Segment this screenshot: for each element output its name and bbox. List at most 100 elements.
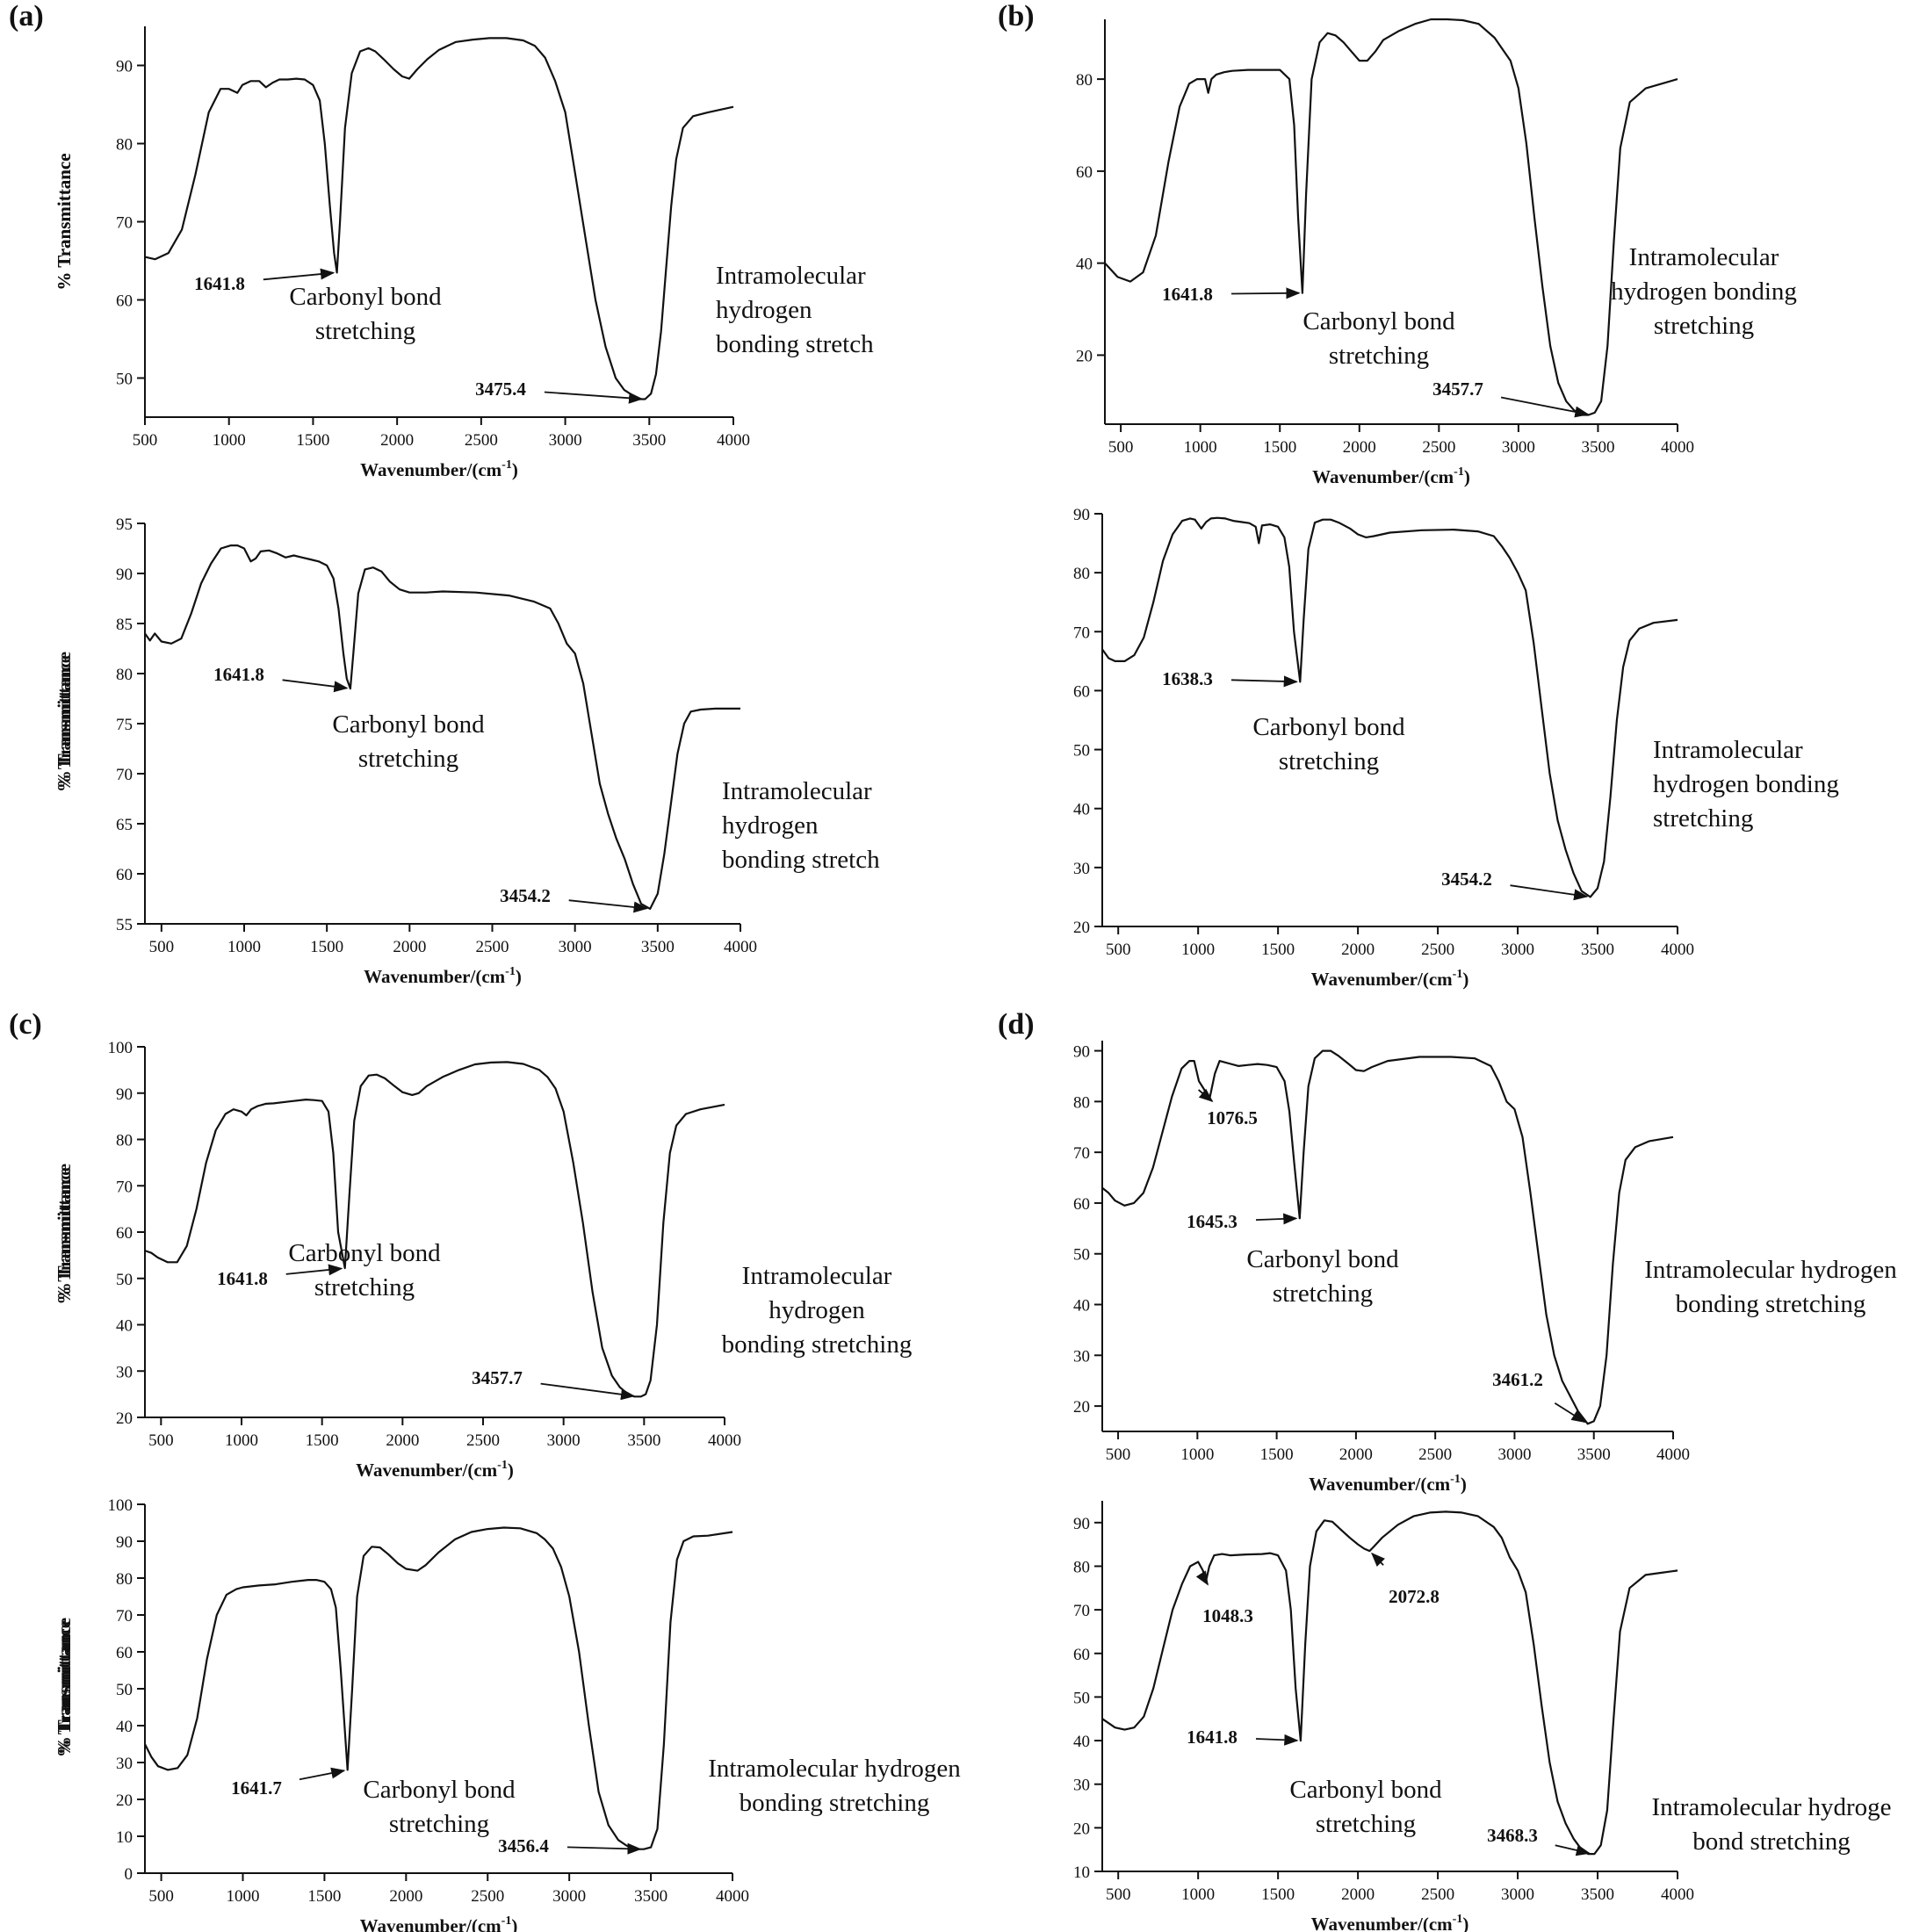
peak-label: 1641.8 xyxy=(1187,1727,1238,1748)
y-tick-label: 20 xyxy=(1073,1398,1090,1417)
carbonyl-label: Carbonyl bond stretching xyxy=(1252,713,1405,775)
peak-label: 3457.7 xyxy=(1432,378,1483,400)
panel-label-c: (c) xyxy=(9,1008,42,1041)
y-tick-label: 95 xyxy=(116,515,133,534)
peak-label: 2072.8 xyxy=(1389,1586,1440,1607)
x-tick-label: 3000 xyxy=(1502,438,1535,457)
y-tick-label: 90 xyxy=(116,566,133,584)
y-tick-label: 80 xyxy=(1076,71,1093,90)
y-tick-label: 40 xyxy=(116,1718,133,1736)
y-tick-label: 50 xyxy=(1073,742,1090,761)
y-tick-label: 80 xyxy=(116,136,133,155)
y-axis-title: % Transmittance xyxy=(54,153,75,290)
y-tick-label: 80 xyxy=(116,1132,133,1150)
y-tick-label: 50 xyxy=(1073,1246,1090,1265)
ftir-chart-2: 500 1000 1500 2000 2500 3000 3500 4000 20 40 60 80 W… xyxy=(54,18,1797,487)
y-tick-label: 20 xyxy=(1073,1820,1090,1838)
y-tick-label: 85 xyxy=(116,616,133,634)
y-axis-title: % Transmittance xyxy=(54,652,75,789)
y-tick-label: 60 xyxy=(1073,1195,1090,1214)
x-tick-label: 500 xyxy=(1106,1445,1131,1464)
y-tick-label: 80 xyxy=(1073,1558,1090,1576)
peak-label: 1641.7 xyxy=(231,1777,282,1799)
x-tick-label: 1500 xyxy=(307,1887,341,1906)
peak-arrow xyxy=(540,1382,636,1401)
peak-arrow xyxy=(1230,675,1298,688)
y-tick-label: 80 xyxy=(1073,565,1090,583)
y-tick-label: 40 xyxy=(1076,256,1093,274)
peak-arrow xyxy=(1230,287,1301,299)
spectrum-line xyxy=(144,1061,725,1398)
x-tick-label: 4000 xyxy=(1661,438,1694,457)
peak-arrow xyxy=(1510,884,1589,901)
x-tick-label: 3000 xyxy=(552,1887,586,1906)
x-tick-label: 4000 xyxy=(717,431,750,450)
y-tick-label: 75 xyxy=(116,716,133,734)
y-tick-label: 90 xyxy=(116,58,133,76)
y-tick-label: 55 xyxy=(116,916,133,934)
y-tick-label: 50 xyxy=(116,1681,133,1699)
hydrogen-bonding-label: Intramolecular hydrogen bonding stretch xyxy=(722,777,880,874)
x-tick-label: 2000 xyxy=(1341,941,1375,959)
x-tick-label: 2500 xyxy=(1418,1445,1452,1464)
carbonyl-label: Carbonyl bond stretching xyxy=(1246,1245,1399,1308)
hydrogen-bonding-label: Intramolecular hydrogen bonding stretching xyxy=(722,1262,913,1359)
y-tick-label: 30 xyxy=(1073,1347,1090,1366)
x-tick-label: 1500 xyxy=(296,431,329,450)
peak-arrow xyxy=(285,1264,343,1276)
x-tick-label: 2500 xyxy=(466,1431,500,1450)
x-tick-label: 500 xyxy=(133,431,158,450)
x-axis-title: Wavenumber/(cm-1) xyxy=(364,965,522,987)
x-axis-title: Wavenumber/(cm-1) xyxy=(1311,968,1469,990)
peak-arrow xyxy=(1554,1402,1586,1424)
y-tick-label: 90 xyxy=(1073,506,1090,524)
y-tick-label: 60 xyxy=(116,292,133,311)
peak-arrow xyxy=(544,391,644,404)
peak-label: 1076.5 xyxy=(1207,1107,1258,1128)
peak-label: 1641.8 xyxy=(213,664,264,685)
x-tick-label: 2000 xyxy=(386,1431,419,1450)
y-tick-label: 30 xyxy=(1073,1777,1090,1795)
x-tick-label: 1000 xyxy=(1181,941,1215,959)
x-tick-label: 500 xyxy=(148,1887,174,1906)
peak-label: 1048.3 xyxy=(1202,1605,1253,1626)
peak-label: 3454.2 xyxy=(500,885,551,906)
hydrogen-bonding-label: Intramolecular hydrogen bonding stretchin… xyxy=(1644,1256,1897,1318)
y-axis-title: % Transmittance xyxy=(54,153,75,290)
x-tick-label: 3000 xyxy=(1501,941,1534,959)
y-tick-label: 65 xyxy=(116,816,133,834)
y-tick-label: 70 xyxy=(1073,1144,1090,1163)
ftir-chart-3: 500 1000 1500 2000 2500 3000 3500 4000 55 60 65 70 7… xyxy=(54,515,880,987)
carbonyl-label: Carbonyl bond stretching xyxy=(1289,1776,1442,1838)
y-tick-label: 20 xyxy=(1076,347,1093,365)
x-tick-label: 1000 xyxy=(1184,438,1217,457)
hydrogen-bonding-label: Intramolecular hydrogen bonding stretching xyxy=(1611,243,1797,340)
y-tick-label: 80 xyxy=(116,1570,133,1589)
peak-label: 1641.8 xyxy=(1162,284,1213,305)
carbonyl-label: Carbonyl bond stretching xyxy=(1302,307,1455,370)
x-axis-title: Wavenumber/(cm-1) xyxy=(360,458,518,480)
x-tick-label: 4000 xyxy=(724,938,757,956)
y-tick-label: 80 xyxy=(116,666,133,684)
y-tick-label: 20 xyxy=(116,1409,133,1428)
peak-arrow xyxy=(1195,1570,1209,1586)
x-tick-label: 1500 xyxy=(1263,438,1296,457)
hydrogen-bonding-label: Intramolecular hydrogen bonding stretchin… xyxy=(708,1755,961,1817)
y-tick-label: 40 xyxy=(116,1317,133,1336)
x-tick-label: 1000 xyxy=(225,1431,258,1450)
x-axis-title: Wavenumber/(cm-1) xyxy=(360,1914,518,1932)
y-tick-label: 40 xyxy=(1073,1297,1090,1316)
x-axis-title: Wavenumber/(cm-1) xyxy=(1311,1913,1469,1932)
peak-label: 1641.8 xyxy=(194,273,245,294)
x-tick-label: 3000 xyxy=(549,431,582,450)
ftir-chart-5: 500 1000 1500 2000 2500 3000 3500 4000 20 30 40 50 6… xyxy=(54,1039,912,1481)
ftir-chart-8: 500 1000 1500 2000 2500 3000 3500 4000102030405… xyxy=(54,1501,1891,1932)
carbonyl-label: Carbonyl bond stretching xyxy=(332,710,485,773)
y-tick-label: 60 xyxy=(116,1644,133,1662)
y-tick-label: 60 xyxy=(116,866,133,884)
x-tick-label: 3500 xyxy=(634,1887,667,1906)
y-tick-label: 40 xyxy=(1073,1733,1090,1751)
y-tick-label: 60 xyxy=(1073,682,1090,701)
x-tick-label: 4000 xyxy=(1661,1885,1694,1904)
